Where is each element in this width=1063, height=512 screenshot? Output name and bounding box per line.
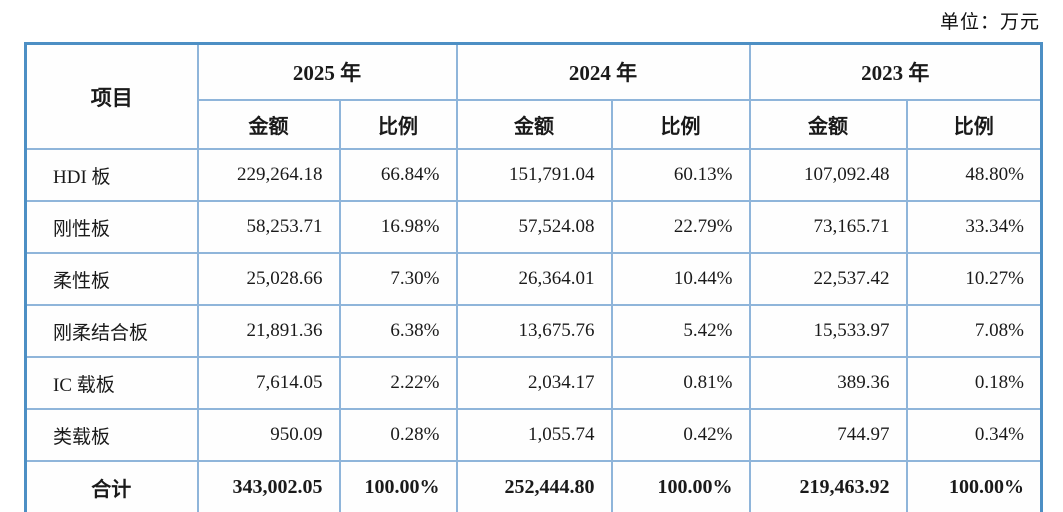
- financial-table: 项目 2025 年 2024 年 2023 年 金额 比例 金额 比例 金额 比…: [24, 42, 1043, 512]
- ratio-cell: 6.38%: [338, 304, 458, 358]
- amount-cell: 2,034.17: [455, 356, 613, 410]
- amount-cell: 58,253.71: [196, 200, 341, 254]
- ratio-cell: 60.13%: [610, 148, 751, 202]
- amount-cell: 744.97: [748, 408, 908, 462]
- column-header-amount-2023: 金额: [748, 99, 908, 150]
- amount-cell: 13,675.76: [455, 304, 613, 358]
- ratio-cell: 10.27%: [905, 252, 1043, 306]
- ratio-cell: 0.42%: [610, 408, 751, 462]
- row-label: 刚性板: [24, 200, 199, 254]
- ratio-cell: 2.22%: [338, 356, 458, 410]
- unit-label: 单位：万元: [939, 12, 1040, 33]
- total-ratio-cell: 100.00%: [610, 460, 751, 512]
- table-row-hdi: HDI 板 229,264.18 66.84% 151,791.04 60.13…: [24, 148, 1043, 202]
- table-row-total: 合计 343,002.05 100.00% 252,444.80 100.00%…: [24, 460, 1043, 512]
- amount-cell: 950.09: [196, 408, 341, 462]
- table-row-flex: 柔性板 25,028.66 7.30% 26,364.01 10.44% 22,…: [24, 252, 1043, 306]
- row-label: 刚柔结合板: [24, 304, 199, 358]
- amount-cell: 15,533.97: [748, 304, 908, 358]
- ratio-cell: 16.98%: [338, 200, 458, 254]
- ratio-cell: 0.34%: [905, 408, 1043, 462]
- ratio-cell: 66.84%: [338, 148, 458, 202]
- ratio-cell: 48.80%: [905, 148, 1043, 202]
- column-header-amount-2024: 金额: [455, 99, 613, 150]
- ratio-cell: 0.18%: [905, 356, 1043, 410]
- total-ratio-cell: 100.00%: [338, 460, 458, 512]
- table-row-ic-substrate: IC 载板 7,614.05 2.22% 2,034.17 0.81% 389.…: [24, 356, 1043, 410]
- amount-cell: 25,028.66: [196, 252, 341, 306]
- column-header-item: 项目: [24, 42, 199, 150]
- amount-cell: 22,537.42: [748, 252, 908, 306]
- ratio-cell: 33.34%: [905, 200, 1043, 254]
- column-header-2025: 2025 年: [196, 42, 458, 101]
- table-row-rigid-flex: 刚柔结合板 21,891.36 6.38% 13,675.76 5.42% 15…: [24, 304, 1043, 358]
- row-label: HDI 板: [24, 148, 199, 202]
- header-row-subcolumns: 金额 比例 金额 比例 金额 比例: [26, 99, 1043, 150]
- ratio-cell: 22.79%: [610, 200, 751, 254]
- total-amount-cell: 343,002.05: [196, 460, 341, 512]
- amount-cell: 151,791.04: [455, 148, 613, 202]
- column-header-amount-2025: 金额: [196, 99, 341, 150]
- column-header-2023: 2023 年: [748, 42, 1043, 101]
- ratio-cell: 0.81%: [610, 356, 751, 410]
- ratio-cell: 7.08%: [905, 304, 1043, 358]
- column-header-ratio-2025: 比例: [338, 99, 458, 150]
- total-amount-cell: 252,444.80: [455, 460, 613, 512]
- ratio-cell: 0.28%: [338, 408, 458, 462]
- total-label: 合计: [24, 460, 199, 512]
- header-row-years: 项目 2025 年 2024 年 2023 年: [24, 42, 1043, 150]
- total-ratio-cell: 100.00%: [905, 460, 1043, 512]
- table-row-substrate-like: 类载板 950.09 0.28% 1,055.74 0.42% 744.97 0…: [24, 408, 1043, 462]
- ratio-cell: 5.42%: [610, 304, 751, 358]
- table-row-rigid: 刚性板 58,253.71 16.98% 57,524.08 22.79% 73…: [24, 200, 1043, 254]
- column-header-ratio-2023: 比例: [905, 99, 1043, 150]
- amount-cell: 107,092.48: [748, 148, 908, 202]
- amount-cell: 57,524.08: [455, 200, 613, 254]
- column-header-ratio-2024: 比例: [610, 99, 751, 150]
- column-header-2024: 2024 年: [455, 42, 751, 101]
- ratio-cell: 7.30%: [338, 252, 458, 306]
- row-label: 类载板: [24, 408, 199, 462]
- amount-cell: 21,891.36: [196, 304, 341, 358]
- total-amount-cell: 219,463.92: [748, 460, 908, 512]
- ratio-cell: 10.44%: [610, 252, 751, 306]
- amount-cell: 229,264.18: [196, 148, 341, 202]
- amount-cell: 26,364.01: [455, 252, 613, 306]
- amount-cell: 1,055.74: [455, 408, 613, 462]
- amount-cell: 73,165.71: [748, 200, 908, 254]
- row-label: IC 载板: [24, 356, 199, 410]
- amount-cell: 7,614.05: [196, 356, 341, 410]
- row-label: 柔性板: [24, 252, 199, 306]
- amount-cell: 389.36: [748, 356, 908, 410]
